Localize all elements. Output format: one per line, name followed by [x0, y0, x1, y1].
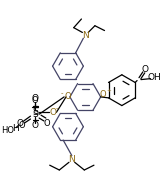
Text: O: O	[141, 64, 148, 74]
Text: N: N	[82, 31, 89, 40]
Text: +: +	[106, 88, 111, 93]
Text: O: O	[44, 119, 50, 128]
Text: O: O	[32, 96, 39, 105]
Text: N: N	[68, 155, 75, 164]
Text: O: O	[18, 121, 25, 130]
Text: -: -	[56, 105, 59, 112]
Text: S: S	[32, 107, 38, 117]
Text: -: -	[61, 90, 64, 96]
Text: O: O	[32, 94, 39, 103]
Text: O: O	[16, 119, 23, 128]
Text: O: O	[99, 90, 106, 98]
Text: OH: OH	[148, 73, 161, 82]
Text: O: O	[32, 121, 39, 130]
Text: O: O	[65, 92, 71, 101]
Text: O: O	[49, 108, 56, 117]
Text: S: S	[32, 110, 38, 119]
Text: H: H	[12, 124, 18, 133]
Text: HO: HO	[1, 126, 14, 135]
